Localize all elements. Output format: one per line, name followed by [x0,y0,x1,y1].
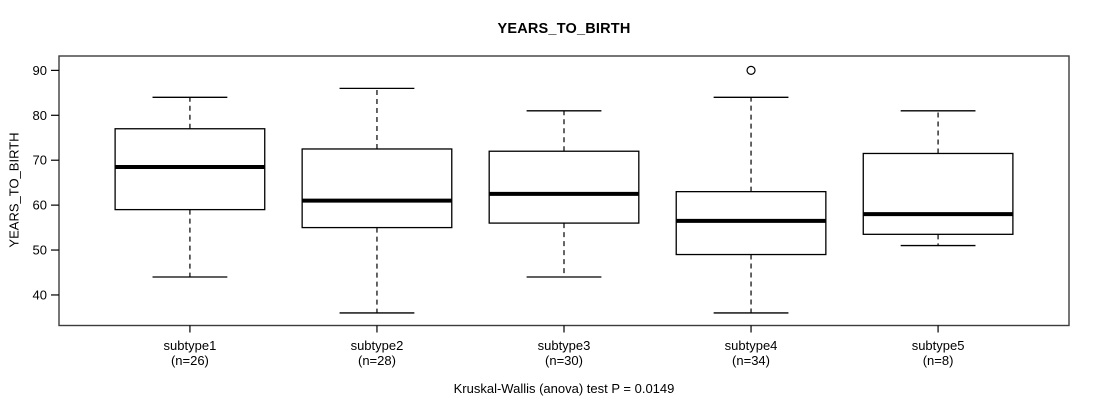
x-category-sublabel: (n=8) [923,353,954,368]
y-tick-label: 70 [33,153,47,168]
x-category-sublabel: (n=30) [545,353,583,368]
iqr-box [114,128,266,211]
x-category-label: subtype3 [538,338,591,353]
x-category-label: subtype2 [351,338,404,353]
boxplot-subtype1: subtype1(n=26) [114,96,266,368]
x-category-label: subtype4 [725,338,778,353]
iqr-box [301,148,453,229]
iqr-box [862,152,1014,235]
boxplot-subtype3: subtype3(n=30) [488,110,640,368]
y-tick-label: 90 [33,63,47,78]
boxplot-subtype4: subtype4(n=34) [675,65,827,368]
boxplot-subtype2: subtype2(n=28) [301,87,453,368]
x-category-label: subtype1 [164,338,217,353]
y-tick-label: 60 [33,198,47,213]
iqr-box [488,150,640,224]
y-tick-label: 40 [33,287,47,302]
boxplot-subtype5: subtype5(n=8) [862,110,1014,368]
x-category-sublabel: (n=28) [358,353,396,368]
outlier-point [746,65,756,75]
chart-title: YEARS_TO_BIRTH [497,21,631,37]
iqr-box [675,190,827,256]
x-category-sublabel: (n=34) [732,353,770,368]
x-category-sublabel: (n=26) [171,353,209,368]
y-tick-label: 50 [33,243,47,258]
y-tick-label: 80 [33,108,47,123]
stat-test-caption: Kruskal-Wallis (anova) test P = 0.0149 [453,381,675,396]
x-category-label: subtype5 [912,338,965,353]
